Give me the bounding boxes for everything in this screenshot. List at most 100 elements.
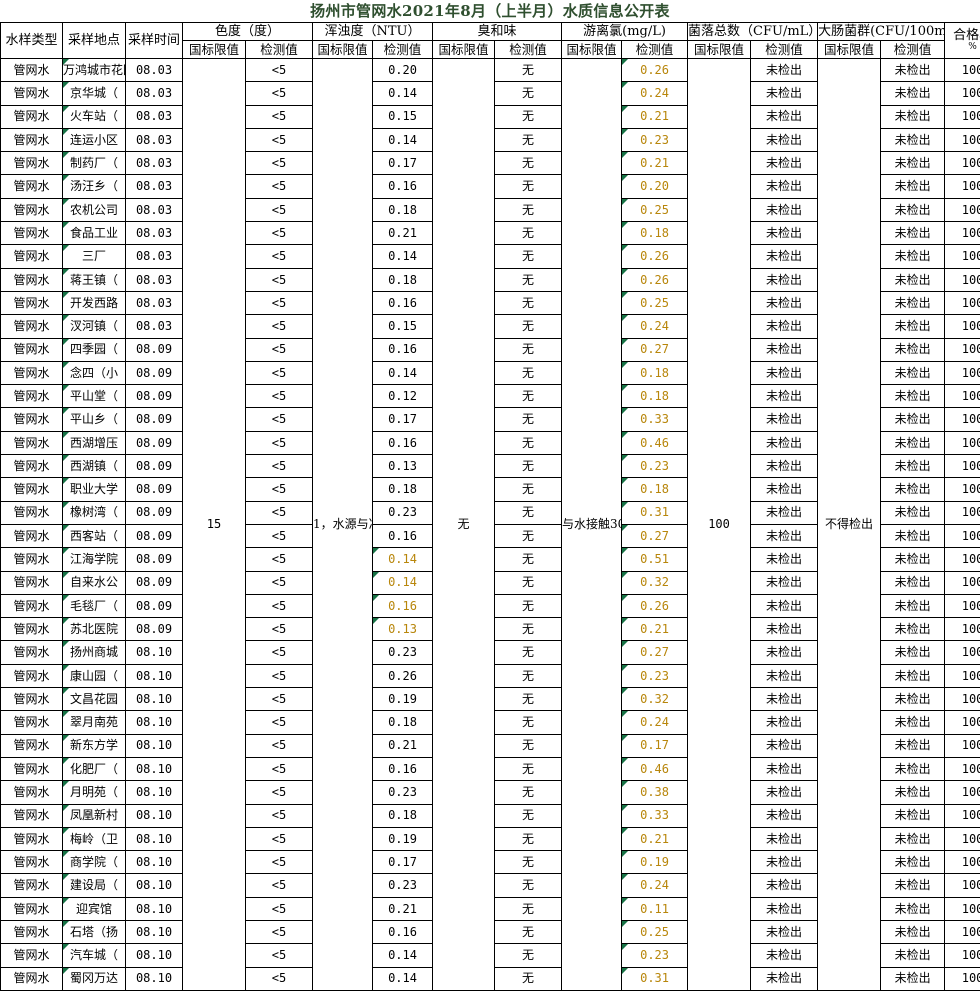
- cell-turbidity-value[interactable]: 0.14: [373, 128, 433, 151]
- cell-sample-site[interactable]: 平山乡（: [63, 408, 126, 431]
- cell-sample-site[interactable]: 江海学院: [63, 548, 126, 571]
- cell-chlorine-value[interactable]: 0.25: [622, 291, 688, 314]
- cell-coliform-value[interactable]: 未检出: [881, 734, 945, 757]
- cell-pass-rate[interactable]: 100: [945, 804, 980, 827]
- cell-odor-value[interactable]: 无: [495, 501, 562, 524]
- cell-coliform-value[interactable]: 未检出: [881, 455, 945, 478]
- cell-pass-rate[interactable]: 100: [945, 944, 980, 967]
- cell-coliform-value[interactable]: 未检出: [881, 291, 945, 314]
- cell-sample-date[interactable]: 08.10: [126, 804, 183, 827]
- cell-sample-site[interactable]: 职业大学: [63, 478, 126, 501]
- cell-sample-site[interactable]: 建设局（: [63, 874, 126, 897]
- cell-color-value[interactable]: <5: [246, 618, 313, 641]
- cell-coliform-value[interactable]: 未检出: [881, 711, 945, 734]
- cell-sample-type[interactable]: 管网水: [1, 128, 63, 151]
- cell-color-value[interactable]: <5: [246, 781, 313, 804]
- cell-colony-value[interactable]: 未检出: [751, 688, 818, 711]
- cell-pass-rate[interactable]: 100: [945, 897, 980, 920]
- cell-coliform-value[interactable]: 未检出: [881, 361, 945, 384]
- cell-sample-site[interactable]: 农机公司: [63, 198, 126, 221]
- cell-sample-date[interactable]: 08.03: [126, 268, 183, 291]
- cell-turbidity-value[interactable]: 0.12: [373, 385, 433, 408]
- cell-colony-value[interactable]: 未检出: [751, 338, 818, 361]
- cell-sample-type[interactable]: 管网水: [1, 198, 63, 221]
- cell-colony-value[interactable]: 未检出: [751, 548, 818, 571]
- cell-color-value[interactable]: <5: [246, 967, 313, 990]
- cell-sample-type[interactable]: 管网水: [1, 478, 63, 501]
- cell-color-value[interactable]: <5: [246, 478, 313, 501]
- cell-sample-type[interactable]: 管网水: [1, 315, 63, 338]
- cell-sample-date[interactable]: 08.09: [126, 455, 183, 478]
- cell-colony-value[interactable]: 未检出: [751, 455, 818, 478]
- cell-coliform-value[interactable]: 未检出: [881, 175, 945, 198]
- cell-color-value[interactable]: <5: [246, 688, 313, 711]
- cell-coliform-value[interactable]: 未检出: [881, 594, 945, 617]
- cell-turbidity-value[interactable]: 0.23: [373, 781, 433, 804]
- cell-coliform-value[interactable]: 未检出: [881, 198, 945, 221]
- cell-sample-site[interactable]: 平山堂（: [63, 385, 126, 408]
- cell-pass-rate[interactable]: 100: [945, 781, 980, 804]
- cell-colony-value[interactable]: 未检出: [751, 361, 818, 384]
- cell-color-value[interactable]: <5: [246, 920, 313, 943]
- cell-odor-value[interactable]: 无: [495, 548, 562, 571]
- cell-odor-value[interactable]: 无: [495, 338, 562, 361]
- cell-colony-value[interactable]: 未检出: [751, 711, 818, 734]
- cell-sample-type[interactable]: 管网水: [1, 804, 63, 827]
- cell-turbidity-value[interactable]: 0.18: [373, 711, 433, 734]
- cell-sample-site[interactable]: 新东方学: [63, 734, 126, 757]
- cell-colony-value[interactable]: 未检出: [751, 524, 818, 547]
- cell-chlorine-value[interactable]: 0.33: [622, 408, 688, 431]
- cell-color-value[interactable]: <5: [246, 222, 313, 245]
- cell-pass-rate[interactable]: 100: [945, 105, 980, 128]
- cell-chlorine-value[interactable]: 0.21: [622, 105, 688, 128]
- cell-color-value[interactable]: <5: [246, 664, 313, 687]
- cell-sample-type[interactable]: 管网水: [1, 408, 63, 431]
- cell-turbidity-value[interactable]: 0.16: [373, 920, 433, 943]
- cell-pass-rate[interactable]: 100: [945, 594, 980, 617]
- cell-color-value[interactable]: <5: [246, 338, 313, 361]
- cell-sample-site[interactable]: 念四（小: [63, 361, 126, 384]
- cell-coliform-value[interactable]: 未检出: [881, 874, 945, 897]
- cell-sample-site[interactable]: 西湖镇（: [63, 455, 126, 478]
- cell-sample-date[interactable]: 08.10: [126, 827, 183, 850]
- cell-colony-value[interactable]: 未检出: [751, 827, 818, 850]
- cell-coliform-value[interactable]: 未检出: [881, 408, 945, 431]
- cell-turbidity-value[interactable]: 0.17: [373, 851, 433, 874]
- cell-odor-value[interactable]: 无: [495, 967, 562, 990]
- cell-sample-type[interactable]: 管网水: [1, 59, 63, 82]
- cell-colony-value[interactable]: 未检出: [751, 105, 818, 128]
- cell-color-value[interactable]: <5: [246, 291, 313, 314]
- cell-pass-rate[interactable]: 100: [945, 524, 980, 547]
- cell-colony-value[interactable]: 未检出: [751, 664, 818, 687]
- cell-chlorine-value[interactable]: 0.21: [622, 152, 688, 175]
- cell-pass-rate[interactable]: 100: [945, 175, 980, 198]
- cell-colony-value[interactable]: 未检出: [751, 82, 818, 105]
- cell-pass-rate[interactable]: 100: [945, 757, 980, 780]
- cell-odor-value[interactable]: 无: [495, 152, 562, 175]
- cell-turbidity-value[interactable]: 0.26: [373, 664, 433, 687]
- cell-turbidity-value[interactable]: 0.13: [373, 455, 433, 478]
- cell-sample-site[interactable]: 蜀冈万达: [63, 967, 126, 990]
- cell-sample-date[interactable]: 08.03: [126, 291, 183, 314]
- cell-coliform-value[interactable]: 未检出: [881, 478, 945, 501]
- cell-sample-type[interactable]: 管网水: [1, 82, 63, 105]
- cell-turbidity-value[interactable]: 0.16: [373, 524, 433, 547]
- cell-sample-site[interactable]: 翠月南苑: [63, 711, 126, 734]
- cell-coliform-value[interactable]: 未检出: [881, 105, 945, 128]
- cell-pass-rate[interactable]: 100: [945, 874, 980, 897]
- cell-color-value[interactable]: <5: [246, 175, 313, 198]
- cell-colony-value[interactable]: 未检出: [751, 967, 818, 990]
- cell-odor-value[interactable]: 无: [495, 524, 562, 547]
- cell-color-value[interactable]: <5: [246, 524, 313, 547]
- cell-chlorine-value[interactable]: 0.46: [622, 757, 688, 780]
- cell-chlorine-value[interactable]: 0.19: [622, 851, 688, 874]
- cell-sample-date[interactable]: 08.09: [126, 385, 183, 408]
- cell-sample-date[interactable]: 08.03: [126, 105, 183, 128]
- cell-colony-value[interactable]: 未检出: [751, 874, 818, 897]
- cell-sample-site[interactable]: 康山园（: [63, 664, 126, 687]
- cell-color-value[interactable]: <5: [246, 571, 313, 594]
- cell-odor-value[interactable]: 无: [495, 664, 562, 687]
- cell-sample-date[interactable]: 08.09: [126, 618, 183, 641]
- cell-pass-rate[interactable]: 100: [945, 268, 980, 291]
- cell-sample-date[interactable]: 08.09: [126, 524, 183, 547]
